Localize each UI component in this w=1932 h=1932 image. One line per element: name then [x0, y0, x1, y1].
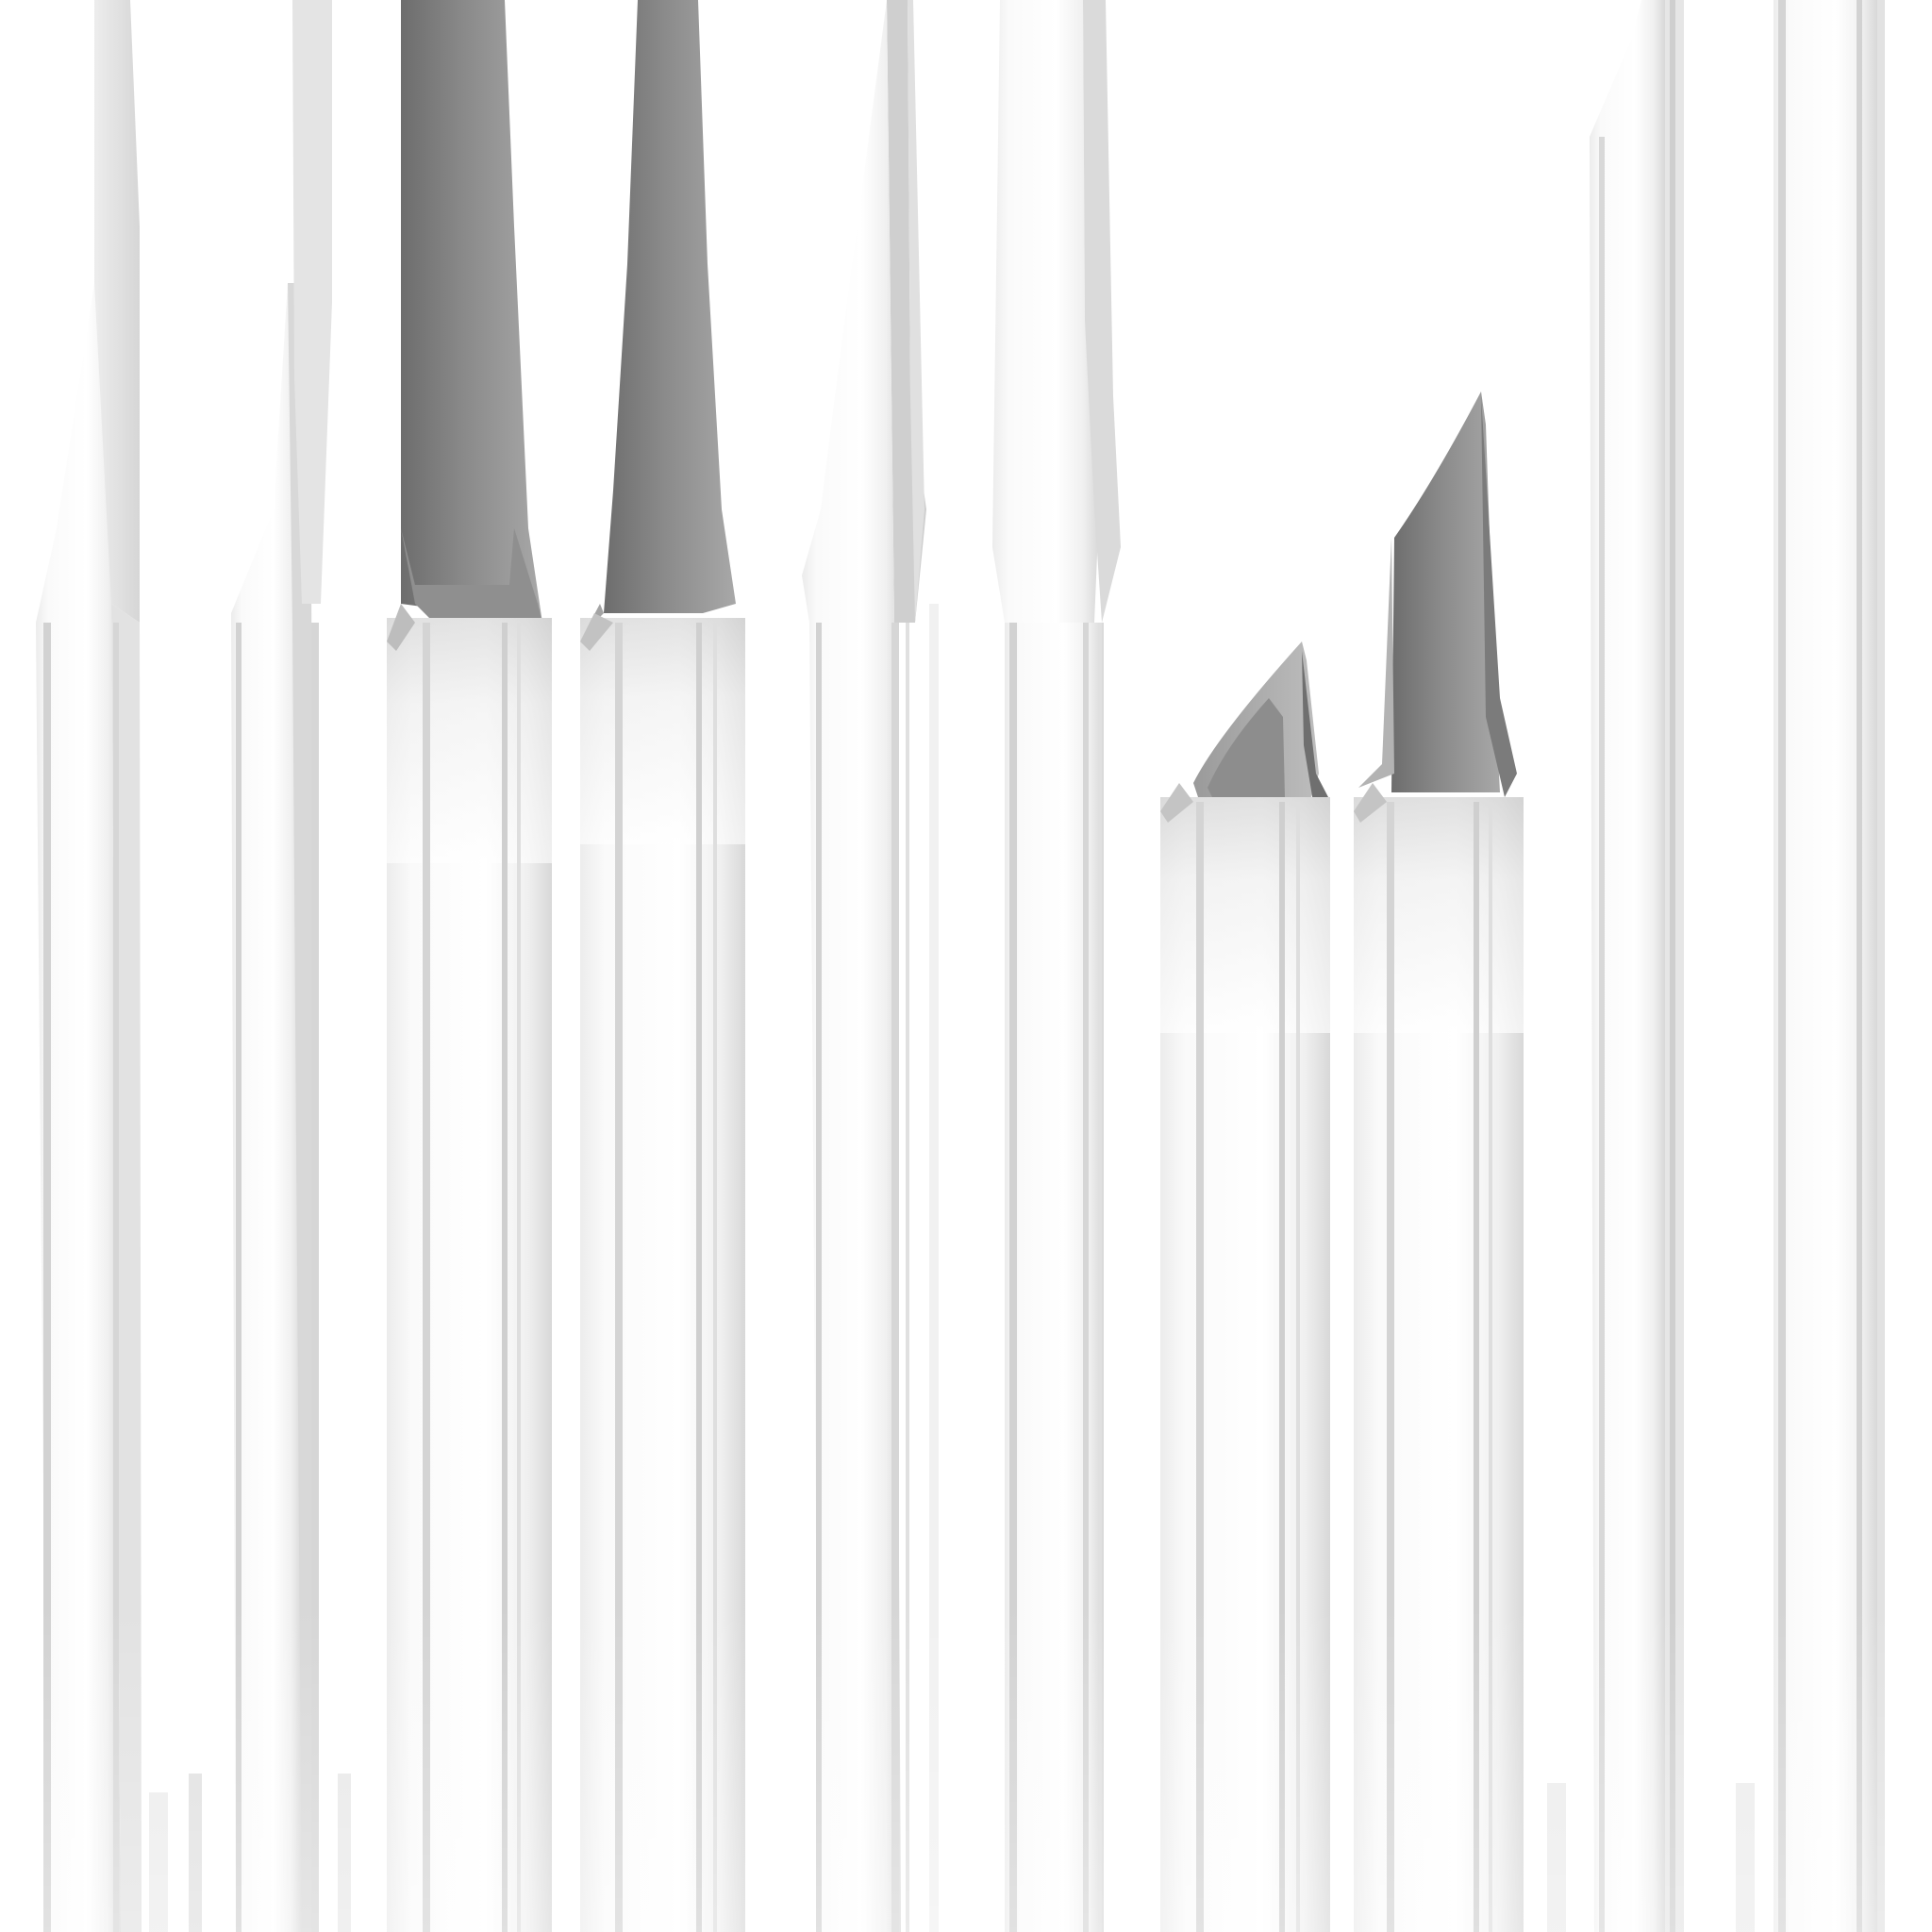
blade-5: [802, 0, 939, 1932]
blade-1: [36, 0, 168, 1932]
blade-2: [189, 0, 351, 1932]
blade-9: [1547, 0, 1684, 1932]
